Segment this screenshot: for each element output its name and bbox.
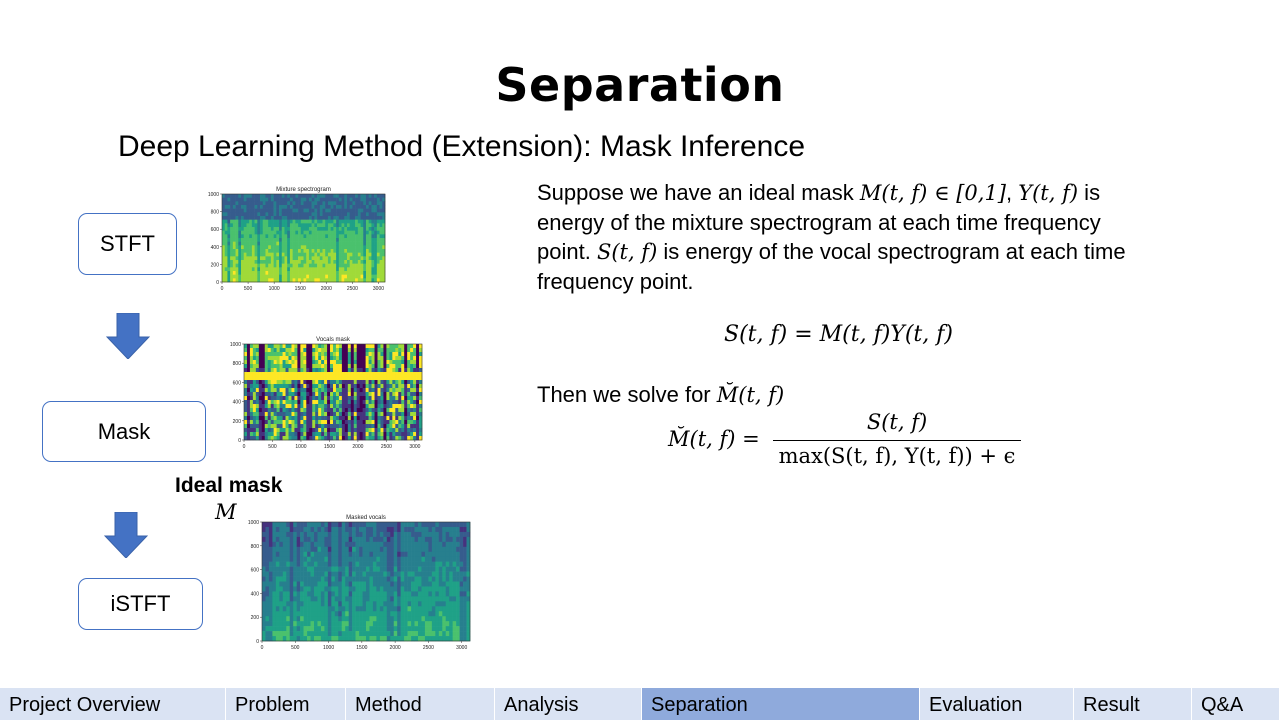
y-tick-label: 400	[211, 245, 220, 251]
ideal-mask-label: Ideal mask	[175, 474, 283, 497]
x-tick-label: 0	[221, 286, 224, 292]
stft-box: STFT	[78, 213, 177, 275]
y-tick-label: 200	[211, 262, 220, 268]
spectrogram-title: Vocals mask	[316, 337, 351, 343]
nav-evaluation[interactable]: Evaluation	[920, 688, 1074, 720]
mask-expression: M(t, f) ∈ [0,1]	[859, 181, 1007, 205]
y-tick-label: 1000	[230, 342, 241, 348]
down-arrow-icon	[105, 312, 151, 364]
x-tick-label: 2500	[347, 286, 358, 292]
masked-vocals-spectrogram: Masked vocals 1000 800 600 400 200 0 0 500 1000 15…	[240, 512, 475, 657]
slide-title: Separation	[495, 58, 785, 112]
x-tick-label: 2500	[423, 645, 434, 651]
nav-qa[interactable]: Q&A	[1192, 688, 1280, 720]
spectrogram-title: Mixture spectrogram	[276, 187, 331, 193]
y-tick-label: 1000	[248, 520, 259, 526]
explanation-paragraph: Suppose we have an ideal mask M(t, f) ∈ …	[537, 180, 1126, 294]
spectrogram-title: Masked vocals	[346, 515, 386, 521]
mask-label: Mask	[97, 418, 151, 444]
istft-label: iSTFT	[110, 591, 171, 616]
x-tick-label: 1500	[324, 444, 335, 450]
nav-separation[interactable]: Separation	[642, 688, 920, 720]
nav-project-overview[interactable]: Project Overview	[0, 688, 226, 720]
equation-mask-product: S(t, f) = M(t, f)Y(t, f)	[724, 322, 953, 347]
y-tick-label: 200	[233, 419, 242, 425]
y-tick-label: 800	[251, 544, 260, 550]
mixture-expression: Y(t, f)	[1018, 181, 1079, 205]
y-tick-label: 800	[211, 210, 220, 216]
down-arrow-icon	[103, 511, 149, 563]
eq2-numerator: S(t, f)	[866, 410, 928, 434]
x-tick-label: 3000	[373, 286, 384, 292]
x-tick-label: 1000	[323, 645, 334, 651]
section-navigation-bar: Project Overview Problem Method Analysis…	[0, 688, 1280, 720]
y-tick-label: 600	[233, 380, 242, 386]
nav-analysis[interactable]: Analysis	[495, 688, 642, 720]
x-tick-label: 2000	[321, 286, 332, 292]
x-tick-label: 1500	[356, 645, 367, 651]
stft-label: STFT	[100, 231, 155, 256]
x-tick-label: 0	[261, 645, 264, 651]
vocal-expression: S(t, f)	[596, 240, 658, 264]
estimated-mask-expression: M̆(t, f)	[716, 383, 785, 407]
y-tick-label: 400	[251, 591, 260, 597]
fraction-bar	[773, 440, 1021, 441]
y-tick-label: 600	[251, 568, 260, 574]
nav-result[interactable]: Result	[1074, 688, 1192, 720]
y-tick-label: 800	[233, 361, 242, 367]
x-tick-label: 1500	[295, 286, 306, 292]
x-tick-label: 0	[243, 444, 246, 450]
y-tick-label: 200	[251, 615, 260, 621]
y-tick-label: 0	[216, 280, 219, 286]
y-tick-label: 400	[233, 400, 242, 406]
x-tick-label: 500	[268, 444, 277, 450]
x-tick-label: 2000	[352, 444, 363, 450]
x-tick-label: 1000	[295, 444, 306, 450]
eq2-lhs: M̆(t, f) =	[668, 427, 760, 451]
x-tick-label: 3000	[409, 444, 420, 450]
eq2-denominator: max(S(t, f), Y(t, f)) + ϵ	[778, 444, 1016, 468]
mixture-spectrogram: Mixture spectrogram 1000 800 600 400 200 0 0 500…	[200, 184, 390, 298]
x-tick-label: 2500	[381, 444, 392, 450]
istft-box: iSTFT	[78, 578, 203, 630]
y-tick-label: 0	[238, 438, 241, 444]
spectrogram-image	[262, 522, 471, 642]
x-tick-label: 500	[291, 645, 300, 651]
vocals-mask-spectrogram: Vocals mask 1000 800 600 400 200 0 0 500 1000 1500…	[222, 334, 427, 456]
nav-method[interactable]: Method	[346, 688, 495, 720]
mask-box: Mask	[42, 401, 206, 462]
y-tick-label: 0	[256, 639, 259, 645]
slide-subtitle: Deep Learning Method (Extension): Mask I…	[118, 130, 806, 163]
spectrogram-image	[244, 344, 423, 441]
x-tick-label: 1000	[269, 286, 280, 292]
y-tick-label: 1000	[208, 192, 219, 198]
then-solve-text: Then we solve for M̆(t, f)	[537, 382, 785, 407]
x-tick-label: 3000	[456, 645, 467, 651]
x-tick-label: 2000	[390, 645, 401, 651]
ideal-mask-symbol: M	[215, 500, 237, 524]
spectrogram-image	[222, 194, 386, 283]
y-tick-label: 600	[211, 227, 220, 233]
nav-problem[interactable]: Problem	[226, 688, 346, 720]
x-tick-label: 500	[244, 286, 253, 292]
